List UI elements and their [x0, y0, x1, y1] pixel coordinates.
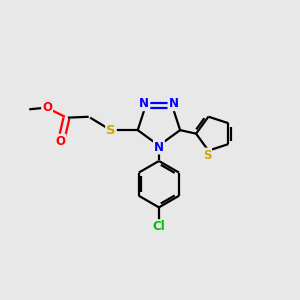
Text: S: S	[106, 124, 116, 136]
Text: N: N	[169, 97, 178, 110]
Text: Cl: Cl	[152, 220, 165, 233]
Text: O: O	[56, 135, 65, 148]
Text: N: N	[139, 97, 149, 110]
Text: O: O	[42, 101, 52, 114]
Text: S: S	[203, 148, 211, 162]
Text: N: N	[154, 140, 164, 154]
